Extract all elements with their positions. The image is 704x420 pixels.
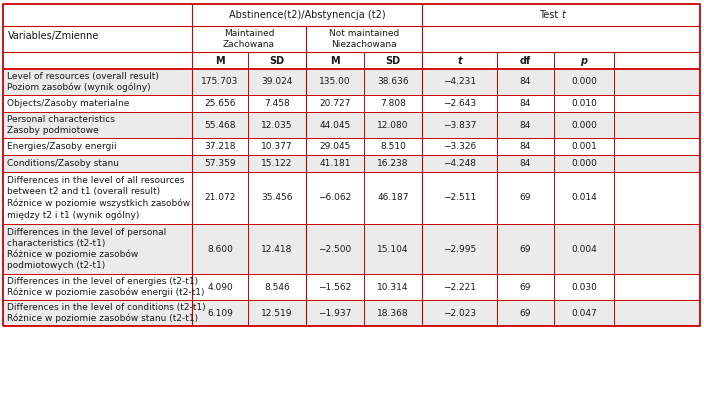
Text: SD: SD (385, 55, 401, 66)
Text: 0.000: 0.000 (571, 159, 597, 168)
Text: 38.636: 38.636 (377, 78, 409, 87)
Text: 20.727: 20.727 (320, 99, 351, 108)
Text: 35.456: 35.456 (261, 194, 293, 202)
Text: 0.000: 0.000 (571, 78, 597, 87)
Text: 0.001: 0.001 (571, 142, 597, 151)
Text: −2.995: −2.995 (443, 244, 476, 254)
Text: 84: 84 (520, 159, 532, 168)
Text: 0.000: 0.000 (571, 121, 597, 129)
Text: 69: 69 (520, 194, 532, 202)
Text: −4.248: −4.248 (443, 159, 476, 168)
Text: 175.703: 175.703 (201, 78, 239, 87)
Text: 18.368: 18.368 (377, 309, 409, 318)
Text: 8.600: 8.600 (207, 244, 233, 254)
Text: 7.458: 7.458 (264, 99, 290, 108)
Text: 8.510: 8.510 (380, 142, 406, 151)
Text: t: t (561, 10, 565, 20)
Text: 46.187: 46.187 (377, 194, 409, 202)
Text: Differences in the level of personal
characteristics (t2-t1)
Różnice w poziomie : Differences in the level of personal cha… (7, 228, 166, 270)
Bar (3, 112, 700, 138)
Text: −3.837: −3.837 (443, 121, 476, 129)
Text: 12.418: 12.418 (261, 244, 293, 254)
Text: 10.377: 10.377 (261, 142, 293, 151)
Text: −3.326: −3.326 (443, 142, 476, 151)
Text: Variables/Zmienne: Variables/Zmienne (8, 32, 99, 42)
Text: 29.045: 29.045 (320, 142, 351, 151)
Text: M: M (330, 55, 340, 66)
Text: df: df (520, 55, 531, 66)
Text: p: p (581, 55, 588, 66)
Text: 69: 69 (520, 309, 532, 318)
Text: Objects/Zasoby materialne: Objects/Zasoby materialne (7, 99, 130, 108)
Text: 39.024: 39.024 (261, 78, 293, 87)
Text: 0.014: 0.014 (571, 194, 597, 202)
Text: 55.468: 55.468 (204, 121, 236, 129)
Text: Not maintained
Niezachowana: Not maintained Niezachowana (329, 29, 399, 49)
Bar (3, 224, 700, 274)
Text: 84: 84 (520, 121, 532, 129)
Text: Test: Test (539, 10, 561, 20)
Text: Energies/Zasoby energii: Energies/Zasoby energii (7, 142, 117, 151)
Text: Abstinence(t2)/Abstynencja (t2): Abstinence(t2)/Abstynencja (t2) (229, 10, 385, 20)
Text: t: t (457, 55, 462, 66)
Text: 15.122: 15.122 (261, 159, 293, 168)
Text: 69: 69 (520, 283, 532, 291)
Text: Maintained
Zachowana: Maintained Zachowana (223, 29, 275, 49)
Text: −6.062: −6.062 (318, 194, 351, 202)
Text: −2.643: −2.643 (443, 99, 476, 108)
Text: 41.181: 41.181 (319, 159, 351, 168)
Text: −2.023: −2.023 (443, 309, 476, 318)
Bar (3, 155, 700, 172)
Text: 0.004: 0.004 (571, 244, 597, 254)
Text: Differences in the level of all resources
between t2 and t1 (overall result)
Róż: Differences in the level of all resource… (7, 176, 190, 220)
Text: Differences in the level of conditions (t2-t1)
Różnice w poziomie zasobów stanu : Differences in the level of conditions (… (7, 303, 206, 323)
Text: 84: 84 (520, 78, 532, 87)
Text: 6.109: 6.109 (207, 309, 233, 318)
Text: Level of resources (overall result)
Poziom zasobów (wynik ogólny): Level of resources (overall result) Pozi… (7, 72, 159, 92)
Text: 25.656: 25.656 (204, 99, 236, 108)
Text: 37.218: 37.218 (204, 142, 236, 151)
Text: 57.359: 57.359 (204, 159, 236, 168)
Text: 7.808: 7.808 (380, 99, 406, 108)
Text: 8.546: 8.546 (264, 283, 290, 291)
Text: 84: 84 (520, 142, 532, 151)
Text: −2.500: −2.500 (318, 244, 351, 254)
Bar (3, 69, 700, 95)
Text: −4.231: −4.231 (443, 78, 476, 87)
Text: 12.080: 12.080 (377, 121, 409, 129)
Text: Differences in the level of energies (t2-t1)
Różnice w poziomie zasobów energii : Differences in the level of energies (t2… (7, 277, 204, 297)
Text: 12.035: 12.035 (261, 121, 293, 129)
Text: 0.030: 0.030 (571, 283, 597, 291)
Bar (3, 300, 700, 326)
Text: 44.045: 44.045 (320, 121, 351, 129)
Text: 15.104: 15.104 (377, 244, 409, 254)
Text: 4.090: 4.090 (207, 283, 233, 291)
Text: M: M (215, 55, 225, 66)
Text: −2.511: −2.511 (443, 194, 476, 202)
Text: 135.00: 135.00 (319, 78, 351, 87)
Text: 21.072: 21.072 (204, 194, 236, 202)
Text: Conditions/Zasoby stanu: Conditions/Zasoby stanu (7, 159, 119, 168)
Text: 84: 84 (520, 99, 532, 108)
Text: 16.238: 16.238 (377, 159, 409, 168)
Text: SD: SD (270, 55, 284, 66)
Text: 69: 69 (520, 244, 532, 254)
Text: 10.314: 10.314 (377, 283, 409, 291)
Text: 12.519: 12.519 (261, 309, 293, 318)
Text: −2.221: −2.221 (443, 283, 476, 291)
Text: 0.010: 0.010 (571, 99, 597, 108)
Text: −1.562: −1.562 (318, 283, 351, 291)
Text: Personal characteristics
Zasoby podmiotowe: Personal characteristics Zasoby podmioto… (7, 115, 115, 135)
Text: 0.047: 0.047 (571, 309, 597, 318)
Text: −1.937: −1.937 (318, 309, 352, 318)
